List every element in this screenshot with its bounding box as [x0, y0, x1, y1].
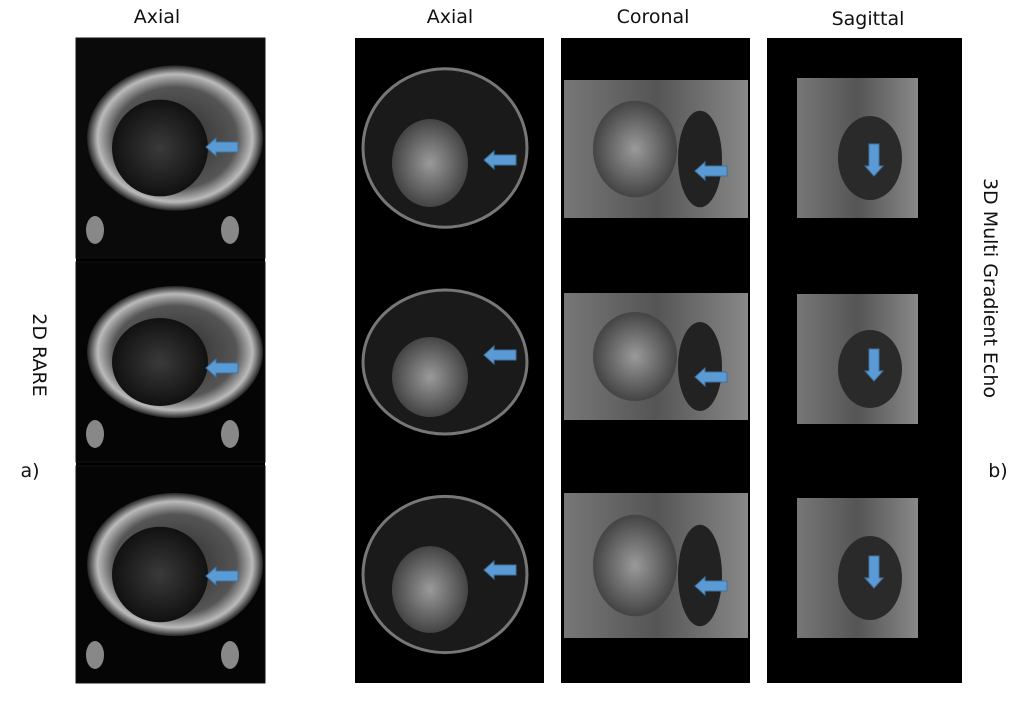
panel-label: b): [988, 460, 1007, 482]
heart: [392, 337, 468, 417]
heart: [112, 526, 208, 623]
panel-label: a): [20, 460, 39, 482]
heart: [392, 119, 468, 207]
image-panels: [75, 37, 962, 684]
lung: [678, 322, 722, 411]
arrow: [694, 160, 728, 182]
limb: [221, 641, 239, 669]
limb: [221, 216, 239, 244]
arrow: [483, 149, 517, 171]
limb: [86, 420, 104, 448]
group-label: 3D Multi Gradient Echo: [979, 178, 1001, 398]
arrow: [863, 555, 885, 589]
lung: [678, 524, 722, 627]
heart: [593, 100, 677, 198]
heart: [112, 99, 208, 197]
group-label: 2D RARE: [28, 313, 50, 396]
column-header: Axial: [427, 6, 473, 28]
heart: [392, 546, 468, 633]
arrow: [694, 366, 728, 388]
column-header: Sagittal: [832, 8, 905, 30]
column-header: Axial: [134, 6, 180, 28]
lung: [678, 110, 722, 208]
arrow: [863, 143, 885, 177]
heart: [112, 318, 208, 406]
arrow: [205, 136, 239, 158]
arrow: [483, 559, 517, 581]
heart: [593, 514, 677, 617]
heart: [593, 312, 677, 401]
arrow: [205, 357, 239, 379]
arrow: [205, 565, 239, 587]
column-header: Coronal: [617, 6, 690, 28]
arrow: [694, 575, 728, 597]
limb: [221, 420, 239, 448]
arrow: [483, 344, 517, 366]
arrow: [863, 348, 885, 382]
limb: [86, 216, 104, 244]
limb: [86, 641, 104, 669]
